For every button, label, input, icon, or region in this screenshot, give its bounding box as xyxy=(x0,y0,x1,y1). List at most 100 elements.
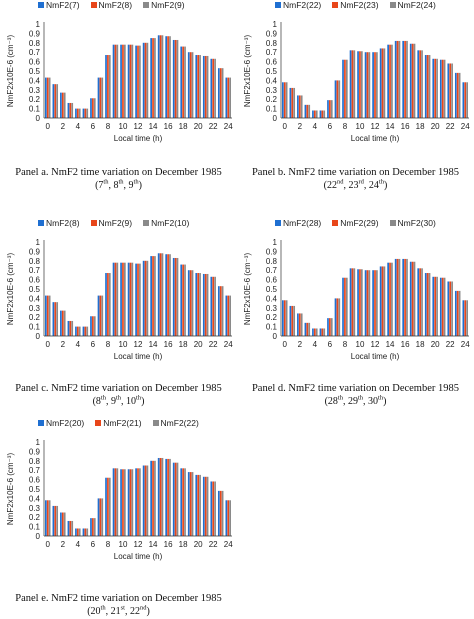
bar xyxy=(434,276,437,336)
bar xyxy=(221,490,224,536)
bar xyxy=(52,505,55,536)
bar xyxy=(191,52,194,119)
bar xyxy=(466,82,468,118)
bar xyxy=(99,295,102,336)
bar xyxy=(379,266,382,336)
chart-plot: 00.10.20.30.40.50.60.70.80.91NmF2x10E-6 … xyxy=(6,438,233,561)
bar xyxy=(45,295,47,336)
y-tick-label: 0.1 xyxy=(29,523,41,532)
bar xyxy=(202,273,205,336)
bar xyxy=(137,468,139,536)
bar xyxy=(165,36,168,118)
y-tick-label: 0.3 xyxy=(266,86,278,95)
bar xyxy=(199,474,201,536)
bar xyxy=(464,300,467,336)
x-tick-label: 22 xyxy=(209,122,218,131)
legend-item: NmF2(9) xyxy=(90,218,132,228)
y-tick-label: 0.4 xyxy=(29,494,41,503)
y-tick-label: 0.5 xyxy=(29,485,41,494)
bar xyxy=(300,95,303,118)
bar xyxy=(84,528,87,536)
bar xyxy=(364,270,367,336)
y-axis-label: NmF2x10E-6 (cm⁻³) xyxy=(243,253,252,326)
bar xyxy=(413,43,416,118)
y-tick-label: 0 xyxy=(36,332,41,341)
caption-days: (22nd, 23rd, 24th) xyxy=(323,178,388,191)
legend-label: NmF2(21) xyxy=(103,418,142,428)
x-tick-label: 4 xyxy=(313,122,318,131)
bar xyxy=(78,326,81,336)
x-tick-label: 0 xyxy=(46,340,51,349)
panel-caption: Panel e. NmF2 time variation on December… xyxy=(0,592,237,618)
bar xyxy=(120,262,122,336)
caption-day-suffix: th xyxy=(337,394,343,402)
legend-item: NmF2(29) xyxy=(332,218,379,228)
x-tick-label: 18 xyxy=(179,540,188,549)
x-tick-label: 22 xyxy=(209,340,218,349)
bar xyxy=(364,52,367,119)
x-tick-label: 20 xyxy=(194,340,203,349)
bar xyxy=(411,261,414,336)
bar xyxy=(99,77,102,118)
bar xyxy=(184,468,186,536)
bar xyxy=(71,520,74,536)
bar xyxy=(197,273,200,336)
bar xyxy=(75,108,77,118)
y-tick-label: 0.2 xyxy=(266,313,278,322)
legend-swatch xyxy=(332,2,339,8)
bar xyxy=(187,472,190,536)
x-tick-label: 8 xyxy=(343,122,348,131)
x-tick-label: 14 xyxy=(386,122,395,131)
x-tick-label: 8 xyxy=(106,122,111,131)
caption-day: 20 xyxy=(90,606,101,617)
panel-a: NmF2(7) NmF2(8) NmF2(9) 0 0.1 0.2 0.3 0.4 0.5 0.… xyxy=(0,0,237,200)
caption-day: 30 xyxy=(368,396,379,407)
bar xyxy=(214,276,216,336)
bar xyxy=(146,42,149,118)
x-tick-label: 6 xyxy=(91,540,96,549)
bar xyxy=(424,55,427,118)
caption-days: (7th, 8th, 9th) xyxy=(95,178,142,191)
bar xyxy=(219,490,222,536)
panel-d: NmF2(28) NmF2(29) NmF2(30) 0 0.1 0.2 0.3 0.4 0.… xyxy=(237,218,474,418)
bar xyxy=(306,104,309,118)
legend-label: NmF2(20) xyxy=(46,418,85,428)
bar xyxy=(383,266,386,336)
y-tick-label: 0.5 xyxy=(266,285,278,294)
bar xyxy=(406,40,408,118)
chart-legend: NmF2(22) NmF2(23) NmF2(24) xyxy=(275,0,447,10)
caption-days: (20th, 21st, 22nd) xyxy=(87,604,150,617)
legend-swatch xyxy=(95,420,102,426)
bar xyxy=(334,80,337,118)
bar xyxy=(165,254,168,336)
bar xyxy=(142,260,145,336)
bar xyxy=(394,258,397,336)
bar xyxy=(229,500,231,536)
bar xyxy=(300,313,303,336)
x-tick-label: 20 xyxy=(431,340,440,349)
bar xyxy=(426,273,429,336)
x-tick-label: 8 xyxy=(106,340,111,349)
bar xyxy=(308,322,311,336)
x-tick-label: 14 xyxy=(386,340,395,349)
bar xyxy=(214,58,216,118)
y-tick-label: 0.5 xyxy=(266,67,278,76)
bar xyxy=(312,328,314,336)
bar xyxy=(195,474,198,536)
caption-day-suffix: th xyxy=(378,178,384,186)
bar xyxy=(454,290,457,336)
bar xyxy=(189,270,192,336)
caption-day: 22 xyxy=(129,606,140,617)
bar xyxy=(167,36,169,118)
bar xyxy=(144,42,147,118)
bar xyxy=(327,318,329,336)
bar xyxy=(150,38,152,118)
bar xyxy=(76,108,79,118)
legend-item: NmF2(7) xyxy=(38,0,80,10)
bar xyxy=(227,77,230,118)
bar xyxy=(182,468,184,536)
legend-item: NmF2(30) xyxy=(389,218,436,228)
legend-label: NmF2(10) xyxy=(151,218,190,228)
bar xyxy=(63,310,66,336)
bar xyxy=(61,92,64,118)
